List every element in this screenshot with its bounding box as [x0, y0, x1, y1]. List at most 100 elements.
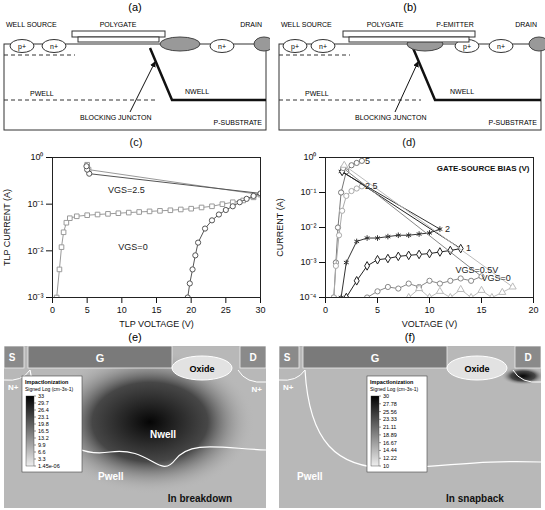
- svg-text:Pwell: Pwell: [297, 471, 323, 482]
- svg-text:5: 5: [375, 305, 380, 315]
- svg-text:p+: p+: [463, 43, 471, 51]
- svg-text:n+: n+: [50, 43, 58, 50]
- svg-text:BLOCKING JUNCTON: BLOCKING JUNCTON: [80, 114, 151, 121]
- svg-text:POLYGATE: POLYGATE: [100, 21, 137, 28]
- svg-text:S: S: [9, 352, 16, 363]
- svg-text:(e): (e): [128, 331, 141, 343]
- svg-text:VGS=0: VGS=0: [482, 273, 511, 283]
- svg-text:P-SUBSTRATE: P-SUBSTRATE: [489, 119, 538, 126]
- svg-text:5: 5: [365, 156, 370, 166]
- svg-text:POLYGATE: POLYGATE: [367, 21, 404, 28]
- svg-text:26.4: 26.4: [38, 407, 49, 413]
- svg-text:33: 33: [38, 393, 44, 399]
- svg-text:1.45e-06: 1.45e-06: [38, 463, 60, 469]
- svg-text:15: 15: [476, 305, 486, 315]
- svg-text:Pwell: Pwell: [98, 471, 124, 482]
- svg-text:ImpactIonization: ImpactIonization: [370, 379, 414, 385]
- svg-text:(f): (f): [405, 331, 415, 343]
- svg-text:18.89: 18.89: [383, 432, 397, 438]
- svg-text:9.9: 9.9: [38, 442, 46, 448]
- svg-text:25.56: 25.56: [383, 409, 397, 415]
- svg-text:20: 20: [528, 305, 538, 315]
- svg-text:10: 10: [424, 305, 434, 315]
- svg-text:VGS=2.5: VGS=2.5: [108, 185, 145, 195]
- svg-text:29.7: 29.7: [38, 400, 49, 406]
- svg-text:15: 15: [151, 305, 161, 315]
- svg-text:WELL SOURCE: WELL SOURCE: [6, 21, 57, 28]
- svg-text:10⁰: 10⁰: [303, 152, 316, 162]
- svg-text:10⁻²: 10⁻²: [300, 222, 316, 232]
- svg-text:P-SUBSTRATE: P-SUBSTRATE: [214, 119, 263, 126]
- svg-text:In snapback: In snapback: [446, 493, 504, 504]
- svg-text:16.67: 16.67: [383, 440, 397, 446]
- svg-text:10⁻⁴: 10⁻⁴: [300, 292, 317, 302]
- svg-text:BLOCKING JUNCTON: BLOCKING JUNCTON: [355, 114, 426, 121]
- svg-text:10⁻²: 10⁻²: [27, 246, 43, 256]
- svg-text:10⁰: 10⁰: [30, 152, 43, 162]
- svg-text:Oxide: Oxide: [189, 364, 214, 374]
- svg-text:0: 0: [323, 305, 328, 315]
- svg-text:(a): (a): [128, 1, 141, 13]
- svg-text:n+: n+: [218, 43, 226, 50]
- svg-text:NWELL: NWELL: [450, 88, 474, 95]
- svg-text:TLP CURRENT (A): TLP CURRENT (A): [2, 189, 12, 266]
- svg-text:DRAIN: DRAIN: [240, 21, 262, 28]
- svg-text:ImpactIonization: ImpactIonization: [25, 379, 69, 385]
- svg-text:1: 1: [466, 243, 471, 253]
- svg-text:PWELL: PWELL: [305, 90, 329, 97]
- svg-text:GATE-SOURCE BIAS (V): GATE-SOURCE BIAS (V): [437, 164, 530, 173]
- svg-text:10⁻¹: 10⁻¹: [300, 187, 316, 197]
- svg-text:Signed Log (cm-3s-1): Signed Log (cm-3s-1): [370, 386, 418, 392]
- svg-text:n+: n+: [497, 43, 505, 50]
- svg-text:16.5: 16.5: [38, 428, 49, 434]
- svg-text:12.22: 12.22: [383, 455, 397, 461]
- svg-text:WELL SOURCE: WELL SOURCE: [281, 21, 332, 28]
- svg-text:0: 0: [50, 305, 55, 315]
- svg-text:19.8: 19.8: [38, 421, 49, 427]
- svg-text:21.11: 21.11: [383, 424, 396, 430]
- svg-text:G: G: [371, 352, 380, 364]
- svg-text:30: 30: [255, 305, 265, 315]
- svg-text:10⁻¹: 10⁻¹: [27, 199, 43, 209]
- svg-text:N+: N+: [8, 383, 19, 392]
- svg-text:D: D: [249, 352, 256, 363]
- svg-text:20: 20: [186, 305, 196, 315]
- svg-text:PWELL: PWELL: [30, 90, 54, 97]
- svg-text:(b): (b): [403, 1, 416, 13]
- svg-text:2: 2: [445, 224, 450, 234]
- svg-text:5: 5: [85, 305, 90, 315]
- svg-text:N+: N+: [252, 385, 263, 394]
- svg-text:10⁻³: 10⁻³: [300, 257, 316, 267]
- svg-text:25: 25: [221, 305, 231, 315]
- svg-text:13.2: 13.2: [38, 435, 49, 441]
- svg-text:3.3: 3.3: [38, 456, 46, 462]
- svg-text:In breakdown: In breakdown: [168, 493, 232, 504]
- svg-text:S: S: [284, 352, 291, 363]
- svg-text:G: G: [96, 352, 105, 364]
- svg-text:VGS=0: VGS=0: [118, 242, 147, 252]
- svg-text:TLP VOLTAGE (V): TLP VOLTAGE (V): [119, 319, 194, 329]
- svg-text:Nwell: Nwell: [150, 429, 176, 440]
- svg-text:10: 10: [383, 463, 389, 469]
- svg-text:VOLTAGE (V): VOLTAGE (V): [402, 319, 458, 329]
- svg-text:n+: n+: [319, 43, 327, 50]
- svg-text:Oxide: Oxide: [464, 364, 489, 374]
- svg-text:10: 10: [117, 305, 127, 315]
- svg-text:2.5: 2.5: [365, 181, 378, 191]
- svg-text:23.33: 23.33: [383, 416, 397, 422]
- svg-text:10⁻³: 10⁻³: [27, 292, 43, 302]
- svg-text:NWELL: NWELL: [185, 88, 209, 95]
- svg-text:14.44: 14.44: [383, 447, 397, 453]
- svg-text:Signed Log (cm-3s-1): Signed Log (cm-3s-1): [25, 386, 73, 392]
- svg-text:D: D: [524, 352, 531, 363]
- svg-text:30: 30: [383, 393, 389, 399]
- svg-text:DRAIN: DRAIN: [515, 21, 537, 28]
- svg-text:6.6: 6.6: [38, 449, 46, 455]
- svg-text:23.1: 23.1: [38, 414, 49, 420]
- svg-text:27.78: 27.78: [383, 401, 397, 407]
- svg-text:p+: p+: [18, 43, 26, 51]
- svg-text:P-EMITTER: P-EMITTER: [436, 21, 474, 28]
- svg-text:p+: p+: [291, 43, 299, 51]
- svg-text:CURRENT (A): CURRENT (A): [275, 198, 285, 256]
- svg-text:N+: N+: [283, 383, 294, 392]
